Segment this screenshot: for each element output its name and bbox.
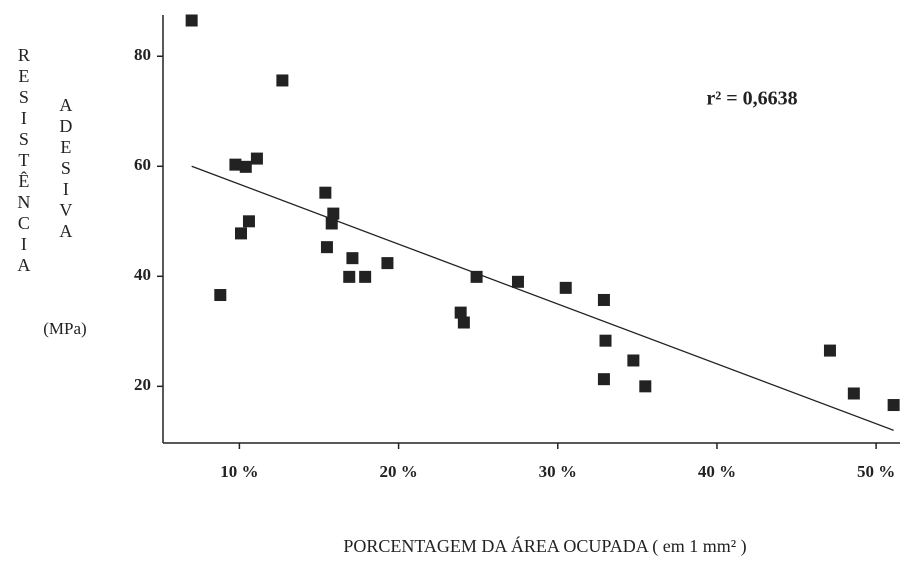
x-tick-label: 30 % xyxy=(539,462,577,481)
point xyxy=(457,316,470,329)
point xyxy=(454,306,467,319)
point xyxy=(597,373,610,386)
point xyxy=(823,344,836,357)
point xyxy=(343,270,356,283)
point xyxy=(346,252,359,265)
point xyxy=(242,215,255,228)
point xyxy=(239,160,252,173)
x-tick-label: 20 % xyxy=(379,462,417,481)
x-axis-label: PORCENTAGEM DA ÁREA OCUPADA ( em 1 mm² ) xyxy=(343,535,746,557)
annotation: r² = 0,6638 xyxy=(706,88,797,110)
point xyxy=(559,281,572,294)
x-tick-label: 50 % xyxy=(857,462,895,481)
point xyxy=(597,293,610,306)
y-tick-label: 20 xyxy=(134,375,151,394)
point xyxy=(185,14,198,27)
y-axis-label: ADESIVA xyxy=(56,95,76,242)
trend-line xyxy=(191,165,894,431)
point xyxy=(887,399,900,412)
point xyxy=(229,158,242,171)
point xyxy=(250,152,263,165)
point xyxy=(627,354,640,367)
y-tick-label: 80 xyxy=(134,45,151,64)
point xyxy=(276,74,289,87)
point xyxy=(320,241,333,254)
point xyxy=(511,275,524,288)
point xyxy=(599,334,612,347)
point xyxy=(381,257,394,270)
x-tick-label: 40 % xyxy=(698,462,736,481)
point xyxy=(327,207,340,220)
y-axis-label: RESISTÊNCIA xyxy=(14,45,34,276)
point xyxy=(234,227,247,240)
point xyxy=(359,270,372,283)
y-tick-label: 40 xyxy=(134,265,151,284)
y-axis-label: (MPa) xyxy=(43,319,86,338)
point xyxy=(847,387,860,400)
point xyxy=(214,289,227,302)
point xyxy=(470,270,483,283)
x-tick-label: 10 % xyxy=(220,462,258,481)
y-tick-label: 60 xyxy=(134,155,151,174)
point xyxy=(639,380,652,393)
point xyxy=(319,186,332,199)
